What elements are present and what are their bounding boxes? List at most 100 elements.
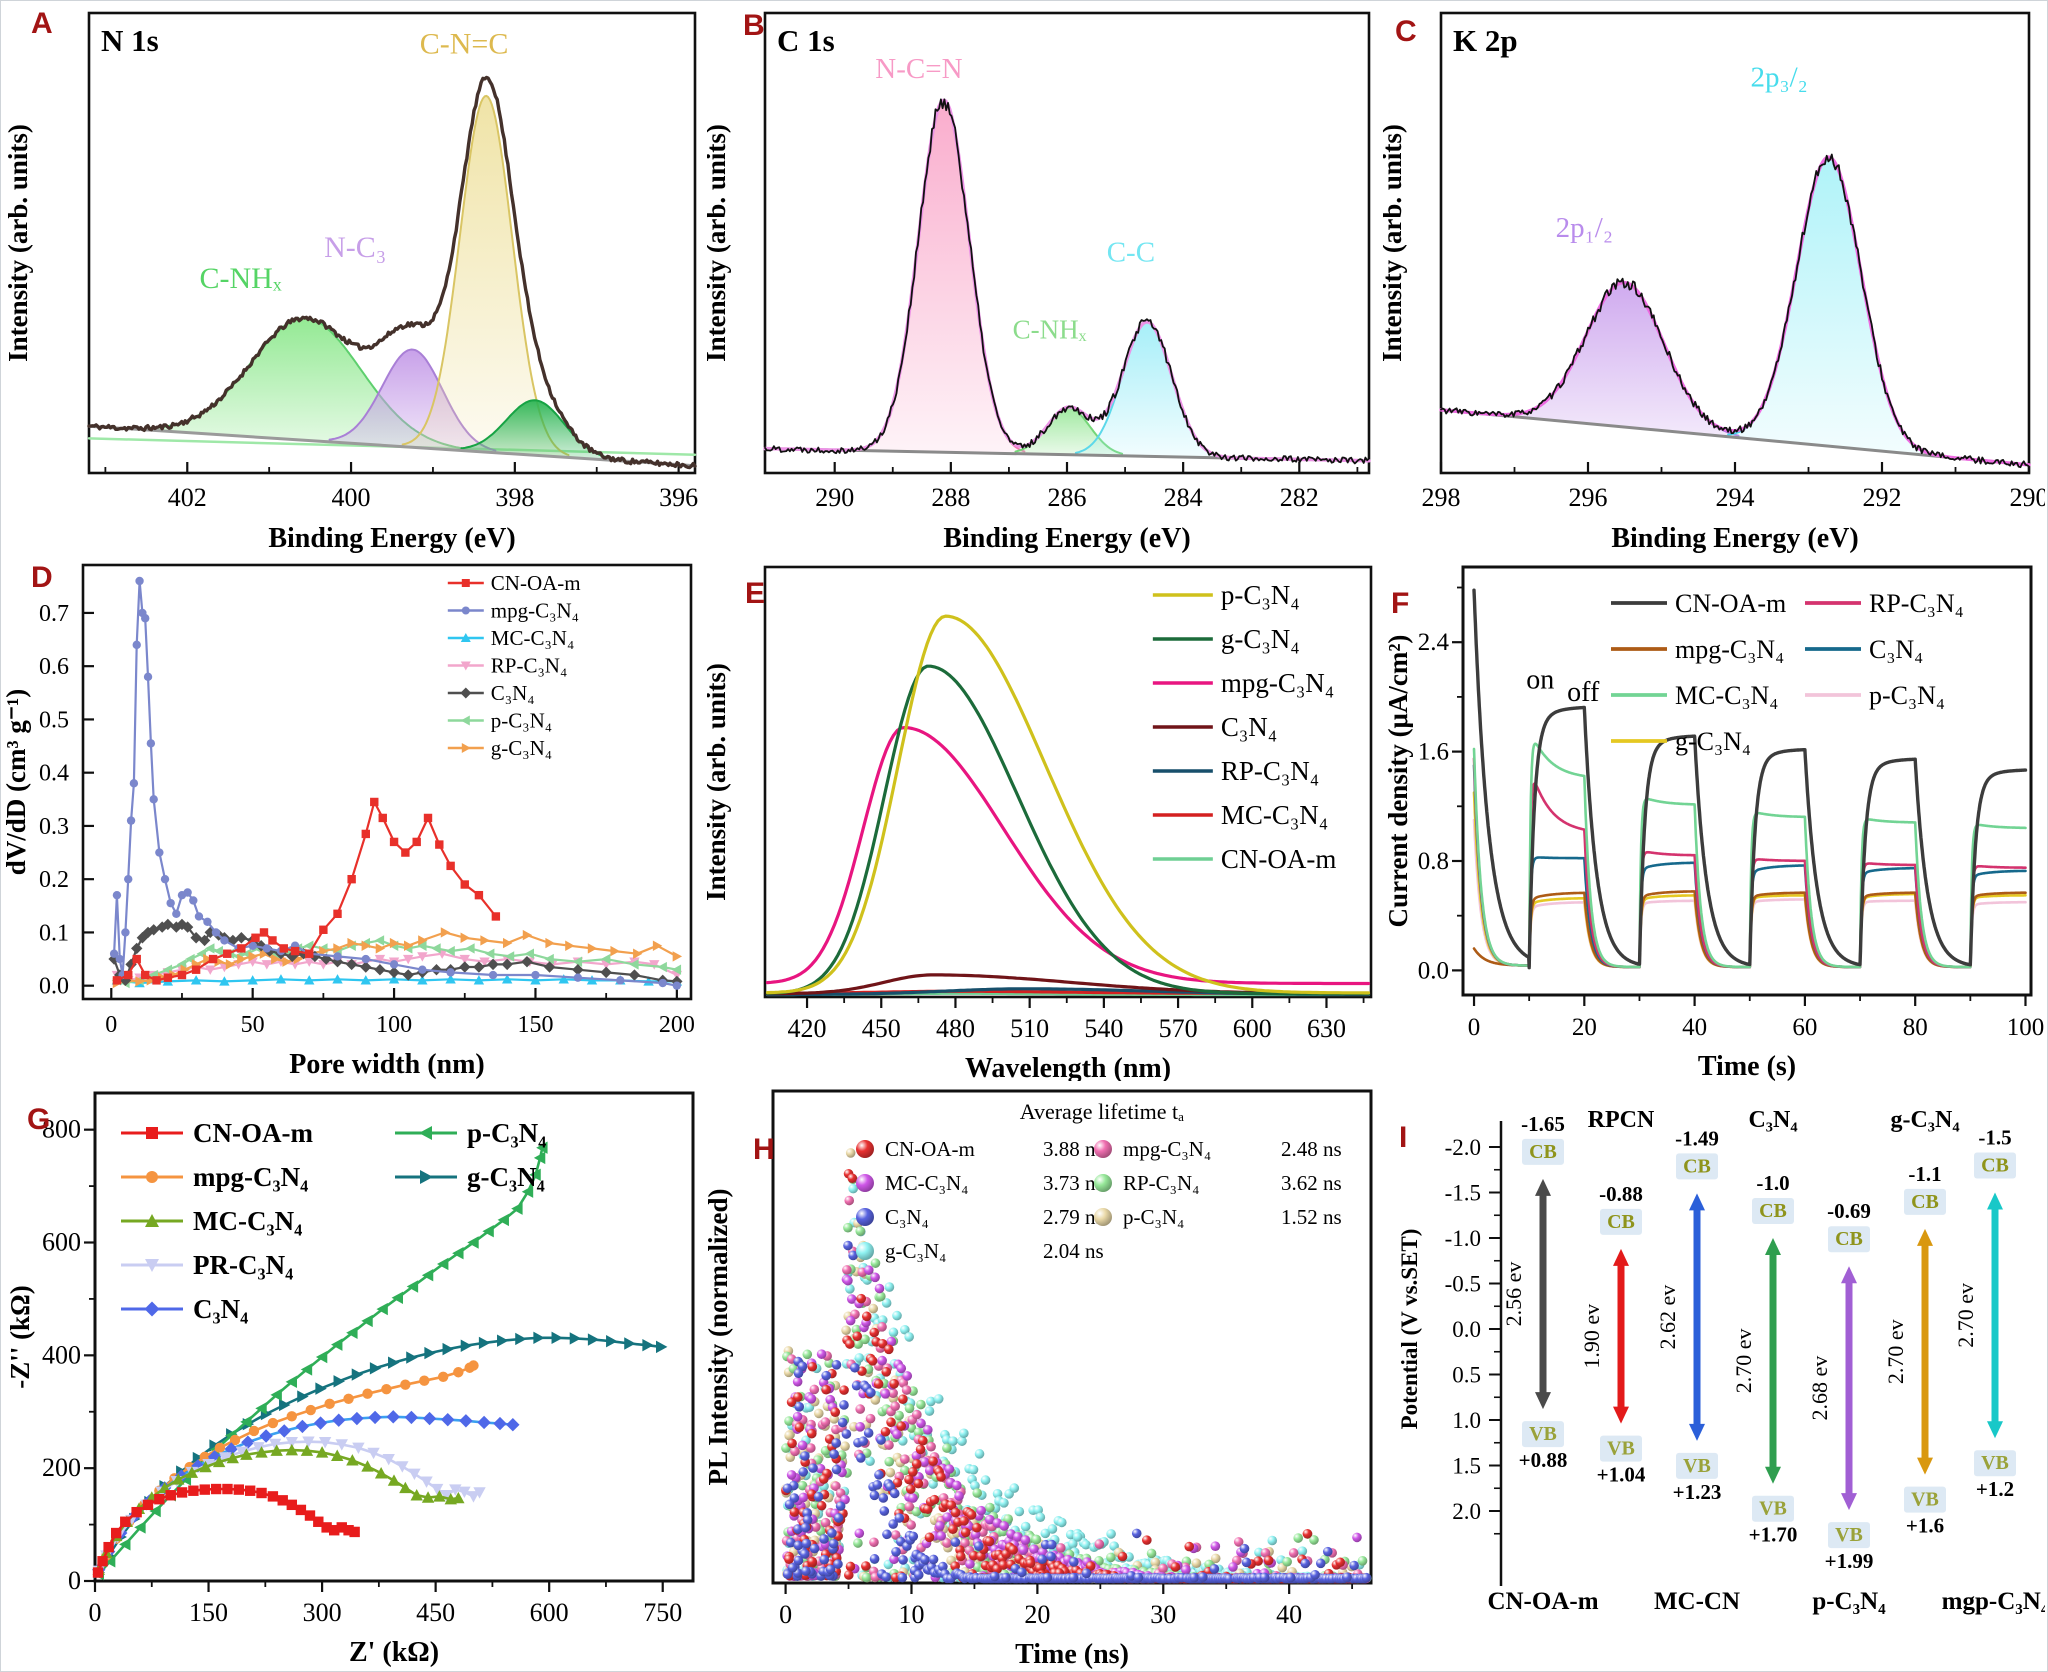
- svg-text:480: 480: [936, 1014, 975, 1043]
- svg-text:+1.23: +1.23: [1673, 1480, 1722, 1504]
- svg-text:-Z'' (kΩ): -Z'' (kΩ): [5, 1285, 35, 1388]
- svg-text:600: 600: [42, 1228, 81, 1257]
- svg-text:800: 800: [42, 1115, 81, 1144]
- svg-text:400: 400: [42, 1340, 81, 1369]
- panel-e-letter: E: [745, 577, 766, 610]
- svg-text:0.6: 0.6: [39, 654, 69, 680]
- svg-text:1.90 ev: 1.90 ev: [1579, 1304, 1604, 1369]
- svg-text:2.62 ev: 2.62 ev: [1655, 1285, 1680, 1350]
- svg-text:CN-OA-m: CN-OA-m: [491, 571, 581, 595]
- svg-text:Pore width (nm): Pore width (nm): [289, 1049, 484, 1080]
- svg-text:-0.88: -0.88: [1599, 1182, 1643, 1206]
- svg-text:p-C₃N₄: p-C₃N₄: [1812, 1588, 1886, 1615]
- svg-text:Average lifetime tₐ: Average lifetime tₐ: [1020, 1099, 1184, 1124]
- svg-text:mpg-C₃N₄: mpg-C₃N₄: [193, 1162, 308, 1192]
- svg-text:CB: CB: [1981, 1155, 2009, 1177]
- svg-text:MC-C₃N₄: MC-C₃N₄: [491, 626, 575, 650]
- svg-text:0: 0: [779, 1600, 792, 1629]
- svg-text:RPCN: RPCN: [1588, 1107, 1655, 1133]
- svg-text:C-NHₓ: C-NHₓ: [1013, 315, 1087, 345]
- svg-text:284: 284: [1164, 483, 1203, 512]
- panel-d: D 0 50 100 150 200 0.0 0.1 0.2 0.3 0.4 0.5 0.6 0.7 Po…: [1, 557, 707, 1081]
- svg-text:C₃N₄: C₃N₄: [491, 681, 535, 705]
- svg-text:MC-C₃N₄: MC-C₃N₄: [1675, 681, 1778, 710]
- panel-e-chart: 420 450 480 510 540 570 600 630 Wavelength (nm) I…: [707, 557, 1383, 1081]
- svg-text:Current density (μA/cm²): Current density (μA/cm²): [1383, 635, 1413, 928]
- svg-text:N 1s: N 1s: [101, 23, 159, 58]
- panel-a-letter: A: [31, 7, 53, 40]
- svg-text:Binding Energy (eV): Binding Energy (eV): [943, 523, 1190, 554]
- svg-text:0.5: 0.5: [1452, 1363, 1481, 1388]
- svg-text:100: 100: [2007, 1014, 2045, 1041]
- svg-text:RP-C₃N₄: RP-C₃N₄: [1221, 756, 1319, 786]
- panel-d-letter: D: [31, 561, 53, 594]
- svg-text:MC-C₃N₄: MC-C₃N₄: [1221, 800, 1328, 830]
- svg-text:RP-C₃N₄: RP-C₃N₄: [491, 654, 568, 678]
- svg-text:290: 290: [815, 483, 854, 512]
- svg-text:-1.1: -1.1: [1908, 1162, 1941, 1186]
- svg-text:Intensity (arb. units): Intensity (arb. units): [3, 124, 33, 362]
- panel-i: I -2.0 -1.5 -1.0 -0.5 0.0 0.5 1.0 1.5 2.0 Potenti…: [1383, 1081, 2045, 1671]
- svg-text:0.4: 0.4: [39, 761, 69, 787]
- svg-text:1.52 ns: 1.52 ns: [1281, 1205, 1342, 1229]
- svg-text:1.6: 1.6: [1418, 739, 1449, 766]
- svg-text:VB: VB: [1981, 1452, 2009, 1474]
- svg-text:CN-OA-m: CN-OA-m: [1487, 1588, 1598, 1615]
- svg-text:-1.5: -1.5: [1978, 1126, 2011, 1150]
- svg-text:0: 0: [68, 1566, 81, 1595]
- panel-i-letter: I: [1399, 1121, 1408, 1154]
- svg-text:0.8: 0.8: [1418, 848, 1449, 875]
- svg-text:C-N=C: C-N=C: [420, 28, 509, 61]
- svg-text:Intensity (arb. units): Intensity (arb. units): [707, 124, 731, 362]
- svg-text:0.2: 0.2: [39, 867, 69, 893]
- svg-text:2.04 ns: 2.04 ns: [1043, 1239, 1104, 1263]
- svg-text:80: 80: [1903, 1014, 1928, 1041]
- svg-text:0.1: 0.1: [39, 920, 69, 946]
- svg-text:-1.65: -1.65: [1521, 1112, 1565, 1136]
- svg-text:+1.04: +1.04: [1597, 1463, 1646, 1487]
- svg-text:200: 200: [42, 1453, 81, 1482]
- panel-g: G 0 150 300 450 600 750 0 200 400 600 800 Z' (kΩ) -Z…: [1, 1081, 707, 1671]
- svg-text:3.73 ns: 3.73 ns: [1043, 1171, 1104, 1195]
- svg-text:VB: VB: [1911, 1489, 1939, 1511]
- panel-h-chart: 0 10 20 30 40 Time (ns) PL Intensity (normaliz…: [707, 1081, 1383, 1671]
- panel-d-chart: 0 50 100 150 200 0.0 0.1 0.2 0.3 0.4 0.5 0.6 0.7 Pore…: [1, 557, 707, 1081]
- svg-text:CB: CB: [1759, 1200, 1787, 1222]
- svg-text:p-C₃N₄: p-C₃N₄: [1221, 580, 1300, 610]
- svg-text:60: 60: [1792, 1014, 1817, 1041]
- svg-text:C₃N₄: C₃N₄: [1869, 635, 1923, 664]
- svg-text:N-C₃: N-C₃: [324, 231, 386, 264]
- svg-text:0.0: 0.0: [1418, 957, 1449, 984]
- svg-text:2.48 ns: 2.48 ns: [1281, 1137, 1342, 1161]
- panel-c-chart: 298 296 294 292 290 Binding Energy (eV) Intens…: [1383, 1, 2045, 557]
- svg-text:mpg-C₃N₄: mpg-C₃N₄: [491, 599, 579, 623]
- panel-a-chart: 402 400 398 396 Binding Energy (eV) Intensity…: [1, 1, 707, 557]
- svg-text:450: 450: [862, 1014, 901, 1043]
- svg-text:mpg-C₃N₄: mpg-C₃N₄: [1123, 1137, 1211, 1161]
- panel-g-letter: G: [27, 1103, 51, 1136]
- svg-text:C₃N₄: C₃N₄: [193, 1294, 248, 1324]
- svg-text:450: 450: [416, 1598, 455, 1627]
- panel-h: H 0 10 20 30 40 Time (ns) PL Intensity (normal…: [707, 1081, 1383, 1671]
- svg-text:2p₁/₂: 2p₁/₂: [1556, 212, 1613, 244]
- svg-text:286: 286: [1048, 483, 1087, 512]
- svg-text:CB: CB: [1529, 1141, 1557, 1163]
- panel-h-letter: H: [753, 1133, 775, 1166]
- svg-text:VB: VB: [1759, 1498, 1787, 1520]
- svg-text:RP-C₃N₄: RP-C₃N₄: [1123, 1171, 1200, 1195]
- svg-text:0: 0: [89, 1598, 102, 1627]
- svg-text:402: 402: [168, 483, 207, 512]
- svg-text:Time (s): Time (s): [1698, 1051, 1796, 1081]
- svg-text:CN-OA-m: CN-OA-m: [885, 1137, 975, 1161]
- svg-text:2.68 ev: 2.68 ev: [1807, 1356, 1832, 1421]
- panel-f-chart: 0 20 40 60 80 100 0.0 0.8 1.6 2.4 Time (s) Current …: [1383, 557, 2045, 1081]
- svg-text:N-C=N: N-C=N: [875, 53, 962, 85]
- svg-text:0: 0: [1468, 1014, 1481, 1041]
- svg-text:288: 288: [931, 483, 970, 512]
- svg-text:C 1s: C 1s: [777, 23, 835, 58]
- svg-text:VB: VB: [1683, 1455, 1711, 1477]
- svg-text:3.62 ns: 3.62 ns: [1281, 1171, 1342, 1195]
- svg-text:50: 50: [241, 1012, 265, 1038]
- svg-text:20: 20: [1572, 1014, 1597, 1041]
- figure-row-3: G 0 150 300 450 600 750 0 200 400 600 800 Z' (kΩ) -Z…: [1, 1081, 2047, 1671]
